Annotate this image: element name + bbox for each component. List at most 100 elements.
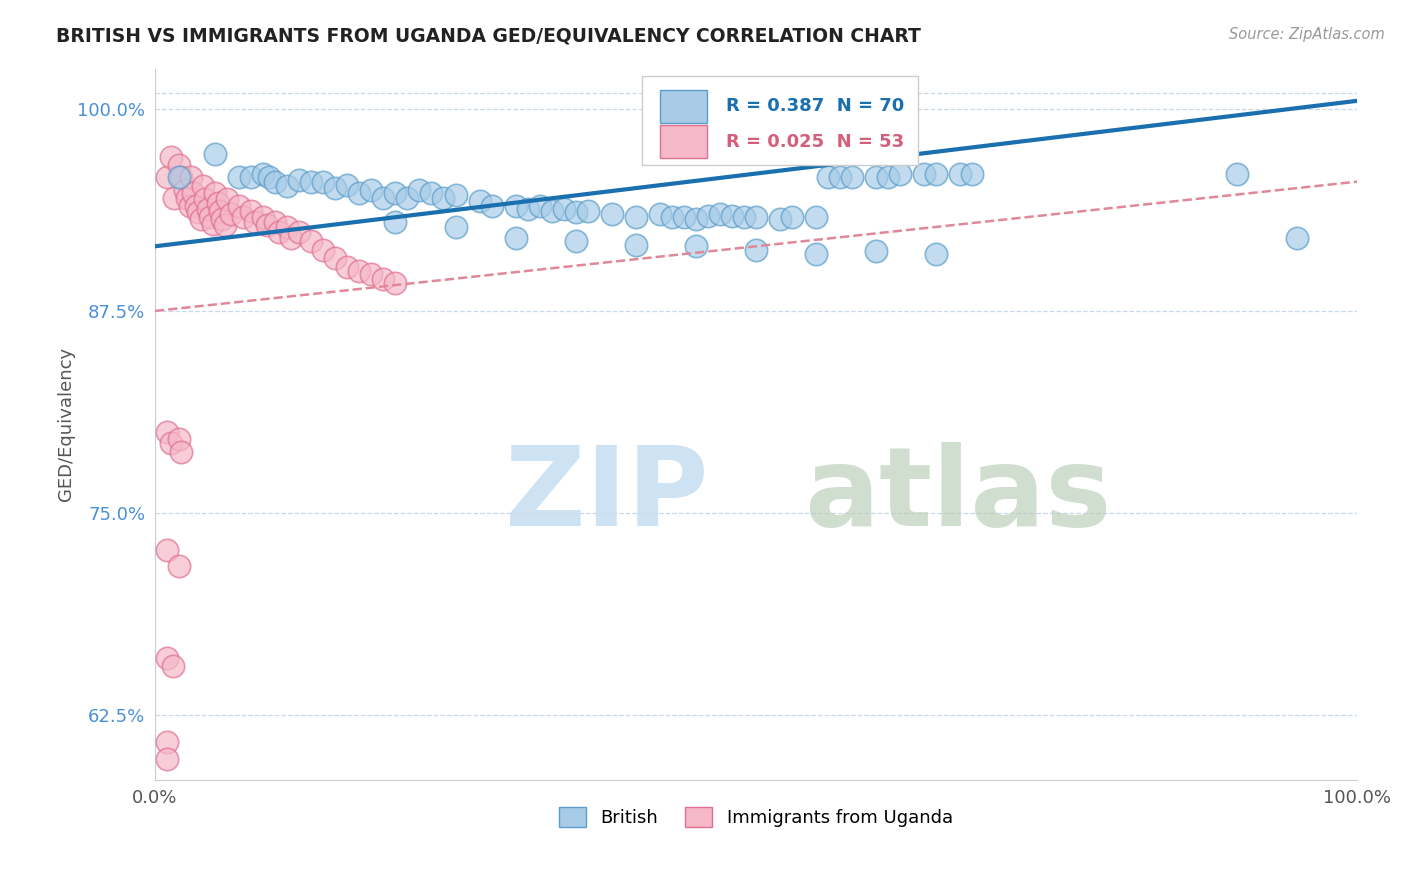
Immigrants from Uganda (170, 444, 193, 458)
British (576, 203, 599, 218)
Immigrants from Uganda (183, 186, 205, 200)
British (745, 243, 768, 257)
Immigrants from Uganda (170, 169, 193, 184)
Immigrants from Uganda (176, 191, 198, 205)
Immigrants from Uganda (299, 235, 322, 249)
Immigrants from Uganda (187, 205, 209, 219)
Immigrants from Uganda (156, 751, 179, 765)
Text: R = 0.387  N = 70: R = 0.387 N = 70 (725, 97, 904, 115)
British (877, 169, 900, 184)
Immigrants from Uganda (312, 243, 335, 257)
British (889, 167, 911, 181)
British (323, 181, 346, 195)
British (841, 169, 863, 184)
British (420, 186, 443, 200)
Immigrants from Uganda (349, 263, 371, 277)
British (949, 167, 972, 181)
Immigrants from Uganda (219, 207, 242, 221)
Immigrants from Uganda (167, 432, 190, 446)
British (745, 211, 768, 225)
Text: R = 0.025  N = 53: R = 0.025 N = 53 (725, 133, 904, 151)
Immigrants from Uganda (211, 211, 233, 226)
British (481, 199, 503, 213)
British (444, 219, 467, 234)
British (408, 183, 430, 197)
British (865, 244, 887, 259)
British (1285, 231, 1308, 245)
Immigrants from Uganda (156, 651, 179, 665)
British (600, 207, 623, 221)
Text: BRITISH VS IMMIGRANTS FROM UGANDA GED/EQUIVALENCY CORRELATION CHART: BRITISH VS IMMIGRANTS FROM UGANDA GED/EQ… (56, 27, 921, 45)
British (912, 167, 935, 181)
Immigrants from Uganda (252, 211, 274, 225)
Immigrants from Uganda (156, 425, 179, 439)
British (516, 202, 538, 216)
Immigrants from Uganda (207, 195, 229, 210)
British (925, 247, 948, 261)
Immigrants from Uganda (184, 199, 207, 213)
British (312, 175, 335, 189)
British (733, 211, 755, 225)
British (288, 173, 311, 187)
Immigrants from Uganda (336, 260, 359, 275)
Y-axis label: GED/Equivalency: GED/Equivalency (58, 347, 75, 501)
Immigrants from Uganda (174, 183, 197, 197)
Immigrants from Uganda (323, 251, 346, 265)
British (624, 237, 647, 252)
Text: ZIP: ZIP (505, 442, 709, 549)
British (540, 203, 562, 218)
British (685, 211, 707, 226)
Immigrants from Uganda (217, 193, 239, 207)
Immigrants from Uganda (288, 225, 311, 239)
Immigrants from Uganda (159, 150, 181, 164)
British (564, 205, 586, 219)
British (396, 191, 419, 205)
Immigrants from Uganda (214, 219, 236, 233)
Immigrants from Uganda (156, 169, 179, 184)
British (672, 211, 695, 225)
Immigrants from Uganda (204, 186, 226, 200)
British (697, 209, 720, 223)
Immigrants from Uganda (208, 203, 231, 218)
British (264, 175, 287, 189)
British (257, 169, 280, 184)
Immigrants from Uganda (267, 225, 290, 239)
Immigrants from Uganda (264, 215, 287, 229)
Text: Source: ZipAtlas.com: Source: ZipAtlas.com (1229, 27, 1385, 42)
Immigrants from Uganda (240, 203, 263, 218)
British (685, 239, 707, 253)
British (709, 207, 731, 221)
Legend: British, Immigrants from Uganda: British, Immigrants from Uganda (551, 800, 960, 835)
Immigrants from Uganda (232, 211, 254, 225)
British (276, 179, 298, 194)
British (240, 169, 263, 184)
Immigrants from Uganda (163, 191, 186, 205)
British (299, 175, 322, 189)
FancyBboxPatch shape (659, 90, 707, 122)
British (804, 247, 827, 261)
Immigrants from Uganda (167, 159, 190, 173)
British (228, 169, 250, 184)
Immigrants from Uganda (191, 179, 214, 194)
British (721, 209, 744, 223)
Immigrants from Uganda (280, 231, 302, 245)
British (432, 191, 454, 205)
British (1226, 167, 1249, 181)
British (167, 169, 190, 184)
Text: atlas: atlas (804, 442, 1112, 549)
Immigrants from Uganda (159, 436, 181, 450)
British (529, 199, 551, 213)
FancyBboxPatch shape (641, 76, 918, 164)
British (817, 169, 839, 184)
Immigrants from Uganda (167, 559, 190, 574)
Immigrants from Uganda (162, 659, 184, 673)
British (780, 211, 803, 225)
Immigrants from Uganda (180, 169, 202, 184)
British (962, 167, 984, 181)
Immigrants from Uganda (200, 211, 222, 225)
Immigrants from Uganda (228, 199, 250, 213)
Immigrants from Uganda (156, 543, 179, 558)
Immigrants from Uganda (256, 219, 278, 233)
Immigrants from Uganda (384, 277, 406, 291)
British (444, 187, 467, 202)
